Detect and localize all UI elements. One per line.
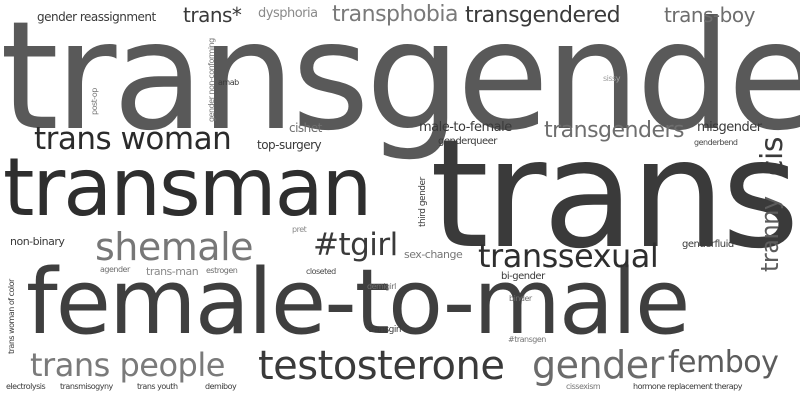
word-cissexism: cissexism: [566, 382, 601, 391]
word-gender-non-conforming: gender non-conforming: [207, 38, 216, 122]
word-third-gender: third gender: [418, 177, 428, 227]
word-tgirl: #tgirl: [313, 227, 398, 263]
word-sissy: sissy: [603, 74, 620, 83]
word-trans-man: trans-man: [146, 265, 199, 278]
word-male-to-female: male-to-female: [419, 120, 512, 135]
word-trans-youth: trans youth: [137, 382, 178, 391]
word-femboy: femboy: [668, 345, 779, 380]
word-genderbend: genderbend: [694, 138, 738, 147]
word-trans-people: trans people: [30, 346, 225, 384]
word-post-op: post-op: [90, 88, 99, 115]
word-dysphoria: dysphoria: [258, 6, 318, 21]
word-trans-star: trans*: [183, 3, 242, 27]
word-demiboy: demiboy: [205, 382, 237, 391]
word-electrolysis: electrolysis: [6, 382, 46, 391]
word-binder: binder: [509, 294, 532, 303]
word-trans-woman: trans woman: [34, 121, 232, 157]
word-transgen: #transgen: [508, 335, 546, 344]
word-shemale: shemale: [95, 225, 254, 269]
word-transman: transman: [3, 141, 372, 234]
word-trans-woman-of-color: trans woman of color: [7, 279, 16, 354]
word-misgender: misgender: [697, 120, 762, 135]
word-tranny: tranny: [756, 196, 784, 272]
word-transphobia: transphobia: [332, 2, 458, 27]
word-trans: trans: [430, 108, 800, 282]
word-sex-change: sex-change: [404, 248, 463, 261]
word-non-binary: non-binary: [10, 235, 65, 248]
word-top-surgery: top-surgery: [257, 138, 322, 152]
word-pret: pret: [292, 225, 307, 234]
word-transsexual: transsexual: [478, 237, 659, 275]
word-transgirl: transgirl: [368, 325, 402, 335]
word-testosterone: testosterone: [258, 343, 505, 389]
word-gender: gender: [532, 343, 664, 387]
word-estrogen: estrogen: [206, 266, 238, 275]
word-agender: agender: [100, 265, 130, 274]
word-trans-boy: trans-boy: [664, 3, 755, 27]
word-demigirl: demigirl: [367, 282, 396, 291]
word-transgenders: transgenders: [544, 118, 685, 143]
word-genderfluid: genderfluid: [682, 239, 734, 250]
word-cishet: cishet: [289, 121, 322, 135]
word-hormone-replacement-therapy: hormone replacement therapy: [633, 382, 743, 391]
word-bi-gender: bi-gender: [501, 271, 545, 282]
word-transgendered: transgendered: [465, 3, 621, 28]
word-transmisogyny: transmisogyny: [60, 382, 113, 391]
word-transgender: transgender: [0, 0, 800, 164]
word-gender-reassignment: gender reassignment: [37, 10, 156, 24]
word-amab: amab: [218, 78, 239, 87]
word-cis: cis: [755, 137, 790, 176]
word-female-to-male: female-to-male: [26, 250, 690, 355]
word-closeted: closeted: [306, 267, 336, 276]
word-genderqueer: genderqueer: [438, 136, 497, 147]
